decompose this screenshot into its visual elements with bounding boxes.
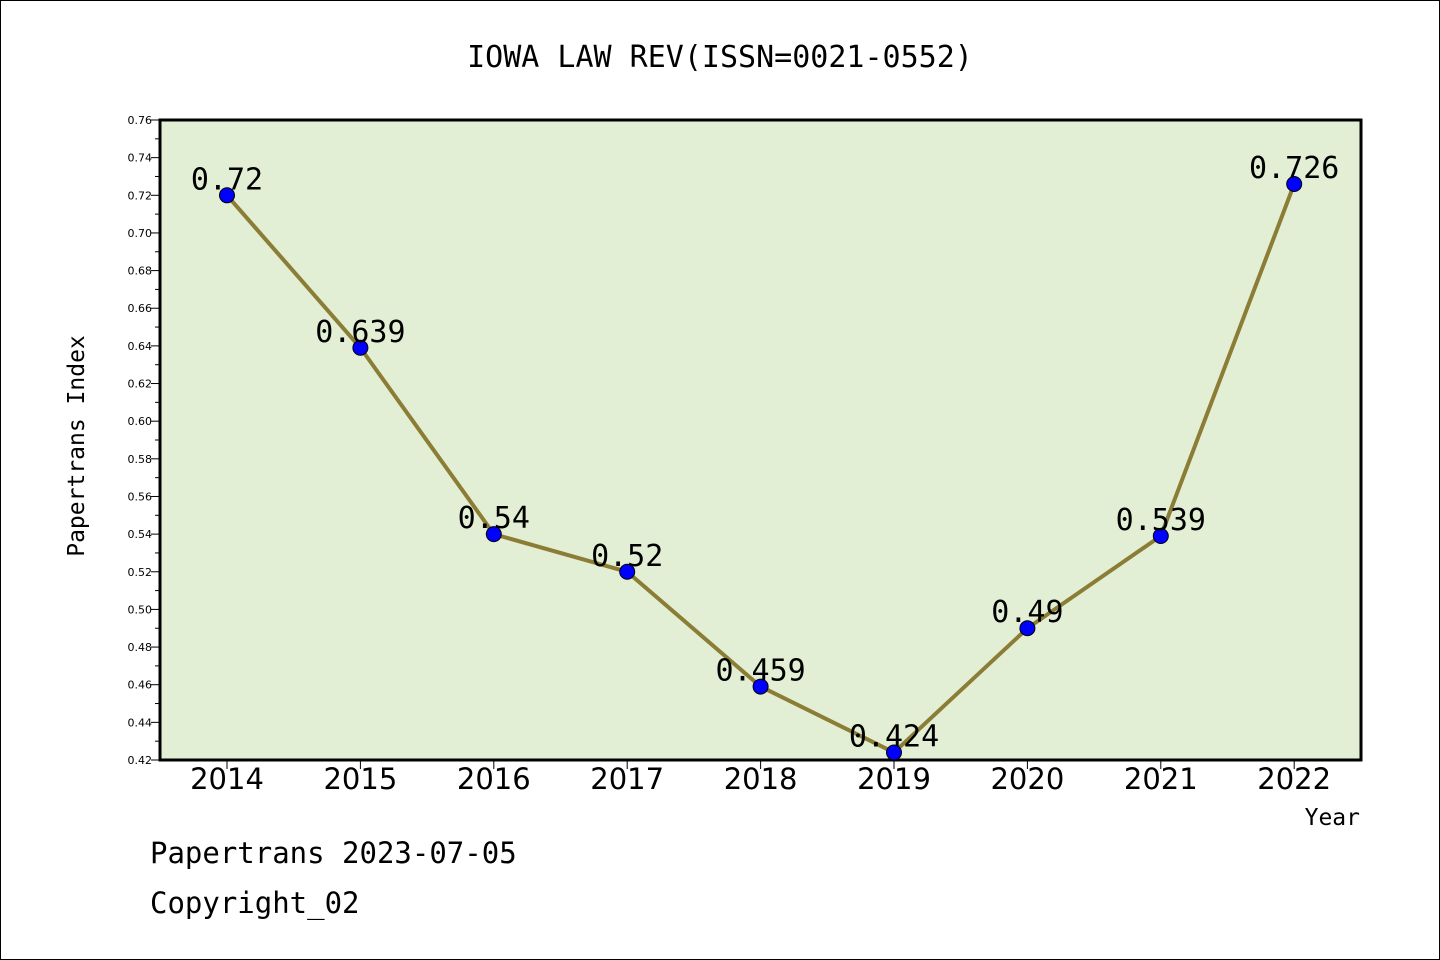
y-axis-label: Papertrans Index — [64, 335, 90, 557]
data-point — [619, 563, 636, 580]
data-label: 0.52 — [591, 539, 663, 574]
data-point — [1019, 620, 1036, 637]
y-tick-label: 0.50 — [128, 603, 153, 616]
x-tick-label: 2022 — [1257, 762, 1331, 796]
y-tick-label: 0.46 — [128, 679, 153, 692]
y-tick-label: 0.42 — [128, 754, 153, 767]
footer-copyright: Copyright_02 — [150, 886, 360, 920]
x-axis-label: Year — [1305, 805, 1360, 831]
y-tick-label: 0.60 — [128, 415, 153, 428]
y-tick-label: 0.66 — [128, 302, 153, 315]
x-tick-label: 2018 — [724, 762, 798, 796]
y-tick-label: 0.76 — [128, 114, 153, 127]
plot-area — [158, 118, 1363, 762]
y-tick-label: 0.70 — [128, 227, 153, 240]
y-tick-label: 0.68 — [128, 265, 153, 278]
y-tick-label: 0.54 — [128, 528, 153, 541]
y-tick-label: 0.62 — [128, 378, 153, 391]
data-point — [1152, 528, 1169, 544]
x-tick-label: 2015 — [323, 762, 397, 796]
data-label: 0.726 — [1249, 151, 1339, 186]
data-point — [1286, 176, 1303, 192]
x-axis: 2014 2015 2016 2017 2018 2019 2020 2021 2022 — [190, 760, 1331, 796]
y-tick-label: 0.52 — [128, 566, 153, 579]
data-label: 0.424 — [849, 719, 939, 754]
data-label: 0.459 — [715, 654, 805, 689]
data-label: 0.72 — [191, 162, 263, 197]
data-label: 0.639 — [315, 315, 405, 350]
data-label: 0.539 — [1116, 503, 1206, 538]
data-point — [752, 678, 769, 695]
x-tick-label: 2021 — [1124, 762, 1198, 796]
y-tick-label: 0.58 — [128, 453, 153, 466]
y-tick-label: 0.56 — [128, 490, 153, 503]
x-tick-label: 2019 — [857, 762, 931, 796]
data-point — [219, 187, 235, 204]
data-labels: 0.72 0.639 0.54 0.52 0.459 0.424 0.49 0.539 0.72… — [191, 151, 1339, 754]
y-tick-label: 0.64 — [128, 340, 153, 353]
data-point — [352, 339, 369, 356]
data-point — [485, 526, 502, 543]
x-tick-label: 2016 — [457, 762, 531, 796]
data-point — [886, 744, 902, 761]
x-tick-label: 2014 — [190, 762, 264, 796]
footer-date: Papertrans 2023-07-05 — [150, 836, 517, 870]
series-markers — [219, 176, 1303, 761]
chart-title: IOWA LAW REV(ISSN=0021-0552) — [467, 40, 973, 75]
y-tick-label: 0.48 — [128, 641, 153, 654]
x-tick-label: 2020 — [990, 762, 1064, 796]
data-label: 0.49 — [991, 595, 1063, 630]
y-tick-label: 0.44 — [128, 716, 153, 729]
data-label: 0.54 — [458, 501, 530, 536]
y-axis: 0.42 0.44 0.46 0.48 0.50 0.52 0.54 0.56 0.58 0.60… — [128, 114, 160, 767]
y-tick-label: 0.74 — [128, 152, 153, 165]
y-tick-label: 0.72 — [128, 189, 153, 202]
x-tick-label: 2017 — [590, 762, 664, 796]
